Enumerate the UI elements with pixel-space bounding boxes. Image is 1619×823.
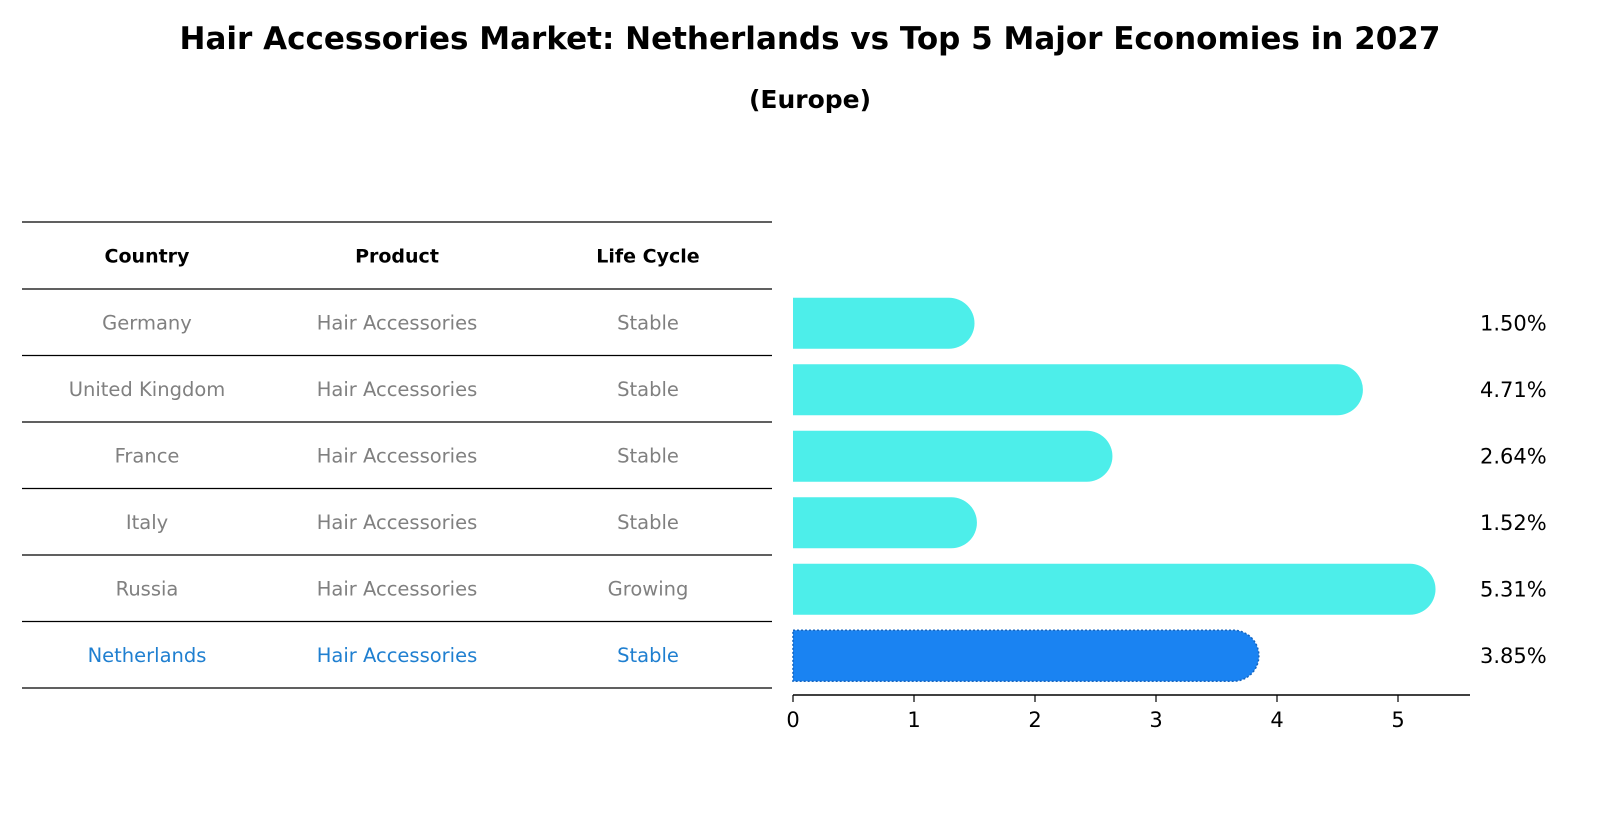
table-cell: Hair Accessories (317, 644, 478, 667)
growth-bars (792, 297, 1436, 682)
x-tick-label: 2 (1028, 708, 1041, 732)
bar-france (793, 430, 1113, 482)
bar-germany (793, 297, 975, 349)
table-cell: Netherlands (88, 644, 207, 667)
market-table: Country Product Life Cycle Germany Hair Acce… (22, 221, 772, 689)
table-cell: Stable (617, 644, 679, 667)
value-labels: 1.50% 4.71% 2.64% 1.52% 5.31% 3.85% (1480, 311, 1547, 668)
table-cell: Italy (126, 511, 168, 534)
value-label: 1.52% (1480, 511, 1547, 535)
bar-united-kingdom (793, 364, 1363, 416)
table-header-cell: Country (105, 246, 191, 268)
table-header-cell: Product (355, 246, 439, 268)
value-label: 3.85% (1480, 644, 1547, 668)
table-cell: Hair Accessories (317, 444, 478, 467)
value-label: 4.71% (1480, 378, 1547, 402)
x-tick-label: 4 (1270, 708, 1283, 732)
table-cell: France (115, 444, 180, 467)
bar-italy (793, 497, 977, 549)
x-axis: 0 1 2 3 4 5 (786, 694, 1470, 732)
table-cell: Stable (617, 378, 679, 401)
x-tick-label: 0 (786, 708, 799, 732)
chart-title: Hair Accessories Market: Netherlands vs … (180, 21, 1441, 57)
table-cell: Growing (608, 577, 689, 600)
table-cell: Hair Accessories (317, 577, 478, 600)
value-label: 5.31% (1480, 577, 1547, 601)
table-cell: Stable (617, 311, 679, 334)
table-cell: Hair Accessories (317, 311, 478, 334)
table-cell: Stable (617, 444, 679, 467)
table-cell: Hair Accessories (317, 378, 478, 401)
value-label: 1.50% (1480, 311, 1547, 335)
table-cell: United Kingdom (69, 378, 226, 401)
table-cell: Stable (617, 511, 679, 534)
table-cell: Russia (116, 577, 179, 600)
chart-subtitle: (Europe) (749, 85, 871, 114)
x-tick-label: 5 (1391, 708, 1404, 732)
table-cell: Hair Accessories (317, 511, 478, 534)
bar-netherlands (792, 629, 1260, 682)
table-cell: Germany (102, 311, 192, 334)
x-tick-label: 1 (907, 708, 920, 732)
bar-russia (793, 563, 1436, 615)
value-label: 2.64% (1480, 444, 1547, 468)
x-tick-label: 3 (1149, 708, 1162, 732)
table-header-cell: Life Cycle (596, 246, 699, 268)
